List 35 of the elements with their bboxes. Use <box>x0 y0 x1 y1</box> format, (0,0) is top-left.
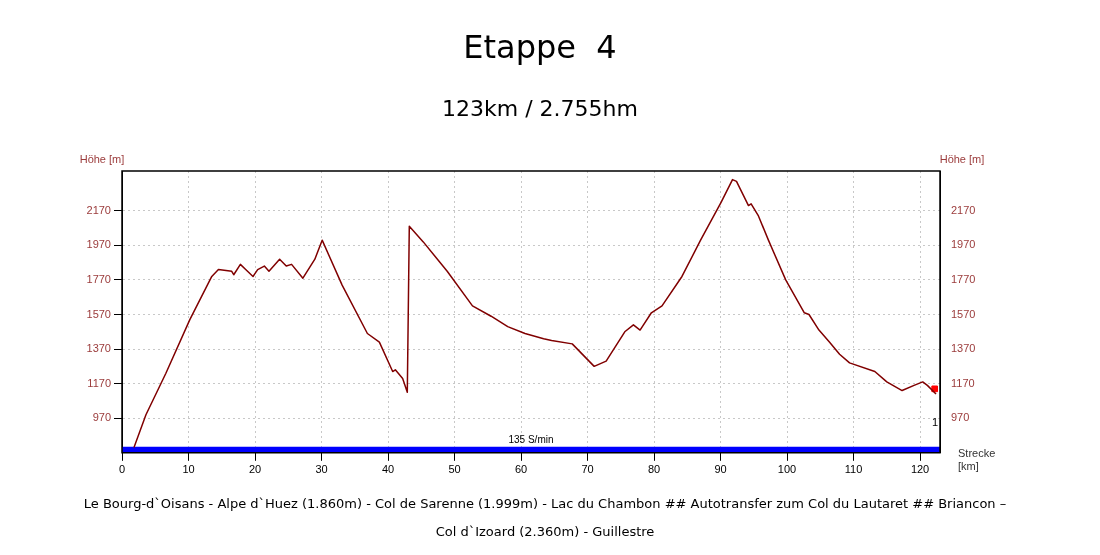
y2-tick-label: 1170 <box>951 376 975 389</box>
y2-tick-label: 2170 <box>951 203 976 216</box>
chart-title: Etappe 4 <box>462 28 618 66</box>
x-tick-label: 110 <box>844 463 863 476</box>
x-tick-label: 10 <box>182 463 195 476</box>
x-axis-title: Strecke [km] <box>958 447 996 473</box>
y2-tick-label: 1570 <box>951 307 976 320</box>
y2-axis-title: Höhe [m] <box>939 152 985 165</box>
x-tick-label: 30 <box>315 463 328 476</box>
x-tick-label: 100 <box>777 463 797 476</box>
x-tick-label: 40 <box>381 463 395 476</box>
y2-tick-label: 970 <box>951 411 970 424</box>
y-axis-title: Höhe [m] <box>79 152 125 165</box>
y-tick-label: 1370 <box>86 342 111 355</box>
text: Le Bourg-d`Oisans - Alpe d`Huez (1.860m) - Col de Sarenne (1.999m) - Lac du Chambon ## Autotransfer zum Col du Lautaret ## Briancon – Col d`Izoard (2.360m) - Guillestre <box>82 495 1008 541</box>
x-tick-label: 90 <box>714 463 727 476</box>
band-label: 135 S/min <box>508 434 554 446</box>
x-tick-label: 50 <box>448 463 461 476</box>
y-tick-label: 1970 <box>86 238 111 251</box>
x-tick-label: 80 <box>647 463 661 476</box>
y2-tick-label: 1970 <box>951 238 976 251</box>
x-tick-label: 70 <box>581 463 594 476</box>
annotation: 1 <box>931 415 938 428</box>
x-tick-label: 20 <box>248 463 262 476</box>
y2-tick-label: 1370 <box>951 342 976 355</box>
x-tick-label: 120 <box>910 463 930 476</box>
y-tick-label: 1570 <box>86 307 111 320</box>
chart-subtitle: 123km / 2.755hm <box>441 96 639 121</box>
y2-tick-label: 1770 <box>951 272 976 285</box>
y-tick-label: 1770 <box>86 272 111 285</box>
y-tick-label: 2170 <box>86 203 111 216</box>
y-tick-label: 970 <box>92 411 111 424</box>
y-tick-label: 1170 <box>87 376 111 389</box>
x-tick-label: 60 <box>514 463 528 476</box>
x-tick-label: 0 <box>118 463 126 476</box>
